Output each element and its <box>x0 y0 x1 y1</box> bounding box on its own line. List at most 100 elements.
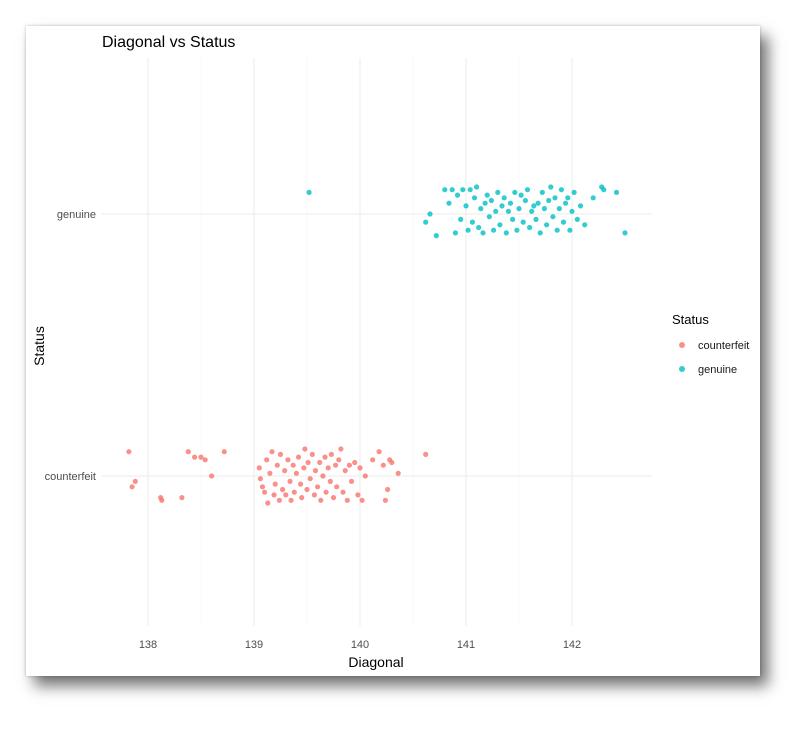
point-genuine <box>569 208 575 214</box>
point-genuine <box>452 230 458 236</box>
point-genuine <box>482 200 488 206</box>
point-genuine <box>556 206 562 212</box>
point-genuine <box>488 197 494 204</box>
point-counterfeit <box>293 470 299 476</box>
point-genuine <box>442 187 448 193</box>
point-genuine <box>458 216 464 222</box>
x-tick-label: 138 <box>139 639 157 651</box>
point-counterfeit <box>362 473 368 479</box>
point-counterfeit <box>338 446 344 452</box>
point-counterfeit <box>336 457 342 463</box>
legend-title: Status <box>672 312 709 327</box>
point-counterfeit <box>423 451 429 457</box>
point-counterfeit <box>359 497 365 503</box>
point-counterfeit <box>287 478 293 484</box>
scatter-chart: Diagonal vs Status 138 139 140 141 142 count… <box>31 34 749 670</box>
point-counterfeit <box>257 476 263 482</box>
point-genuine <box>560 219 567 225</box>
point-counterfeit <box>346 462 352 468</box>
point-counterfeit <box>179 495 185 501</box>
point-genuine <box>533 216 539 222</box>
point-genuine <box>491 227 497 233</box>
point-counterfeit <box>344 497 350 503</box>
point-counterfeit <box>291 489 297 495</box>
point-counterfeit <box>256 465 262 471</box>
point-genuine <box>467 187 473 193</box>
point-counterfeit <box>340 489 346 495</box>
point-counterfeit <box>301 465 307 471</box>
point-genuine <box>449 187 455 193</box>
point-genuine <box>433 233 439 239</box>
y-tick-label: counterfeit <box>45 471 96 483</box>
point-counterfeit <box>277 451 284 457</box>
point-genuine <box>486 214 492 220</box>
point-counterfeit <box>317 459 323 466</box>
point-counterfeit <box>271 492 277 498</box>
point-genuine <box>484 192 490 198</box>
point-genuine <box>478 206 484 212</box>
point-genuine <box>510 216 516 222</box>
legend-key-genuine <box>679 366 685 372</box>
point-counterfeit <box>209 473 215 479</box>
point-counterfeit <box>357 465 363 471</box>
point-genuine <box>460 187 466 193</box>
legend-label-genuine: genuine <box>698 364 737 376</box>
point-counterfeit <box>285 457 291 463</box>
point-genuine <box>499 203 505 209</box>
point-genuine <box>582 222 588 228</box>
point-genuine <box>550 214 556 220</box>
point-genuine <box>613 189 620 195</box>
point-counterfeit <box>259 484 266 490</box>
point-counterfeit <box>129 484 135 490</box>
point-genuine <box>518 192 524 198</box>
point-genuine <box>427 211 433 217</box>
point-counterfeit <box>309 451 315 457</box>
point-genuine <box>446 200 452 206</box>
point-genuine <box>565 195 571 201</box>
point-counterfeit <box>327 478 333 484</box>
point-genuine <box>493 208 499 214</box>
point-counterfeit <box>330 495 337 501</box>
point-counterfeit <box>382 497 388 503</box>
point-counterfeit <box>304 486 310 493</box>
point-counterfeit <box>302 446 308 452</box>
y-tick-label: genuine <box>57 209 96 221</box>
point-genuine <box>503 230 509 236</box>
point-genuine <box>512 189 518 195</box>
x-axis-ticks: 138 139 140 141 142 <box>139 639 581 651</box>
point-genuine <box>480 230 486 236</box>
point-counterfeit <box>389 459 395 466</box>
point-genuine <box>601 187 607 193</box>
chart-frame: Diagonal vs Status 138 139 140 141 142 count… <box>26 26 760 676</box>
point-genuine <box>501 195 507 201</box>
point-genuine <box>535 200 541 206</box>
x-tick-label: 140 <box>351 639 369 651</box>
y-axis-ticks: counterfeit genuine <box>45 209 96 483</box>
point-counterfeit <box>202 457 208 463</box>
point-counterfeit <box>159 497 165 503</box>
x-tick-label: 139 <box>245 639 263 651</box>
point-genuine <box>469 219 475 225</box>
legend-label-counterfeit: counterfeit <box>698 340 749 352</box>
point-counterfeit <box>318 497 324 503</box>
legend-key-counterfeit <box>679 342 685 348</box>
point-counterfeit <box>265 500 271 506</box>
point-counterfeit <box>395 470 401 476</box>
point-counterfeit <box>376 449 382 455</box>
point-counterfeit <box>262 489 268 495</box>
point-genuine <box>541 206 548 212</box>
point-genuine <box>514 227 520 233</box>
point-genuine <box>622 230 628 236</box>
point-counterfeit <box>299 495 305 501</box>
point-genuine <box>505 208 511 214</box>
point-counterfeit <box>315 484 321 490</box>
point-counterfeit <box>276 497 282 503</box>
point-genuine <box>544 222 550 228</box>
point-genuine <box>524 187 531 193</box>
point-genuine <box>495 189 501 195</box>
point-counterfeit <box>198 454 204 460</box>
point-genuine <box>539 189 545 195</box>
point-genuine <box>463 203 469 209</box>
point-genuine <box>531 203 537 209</box>
point-counterfeit <box>328 451 334 457</box>
